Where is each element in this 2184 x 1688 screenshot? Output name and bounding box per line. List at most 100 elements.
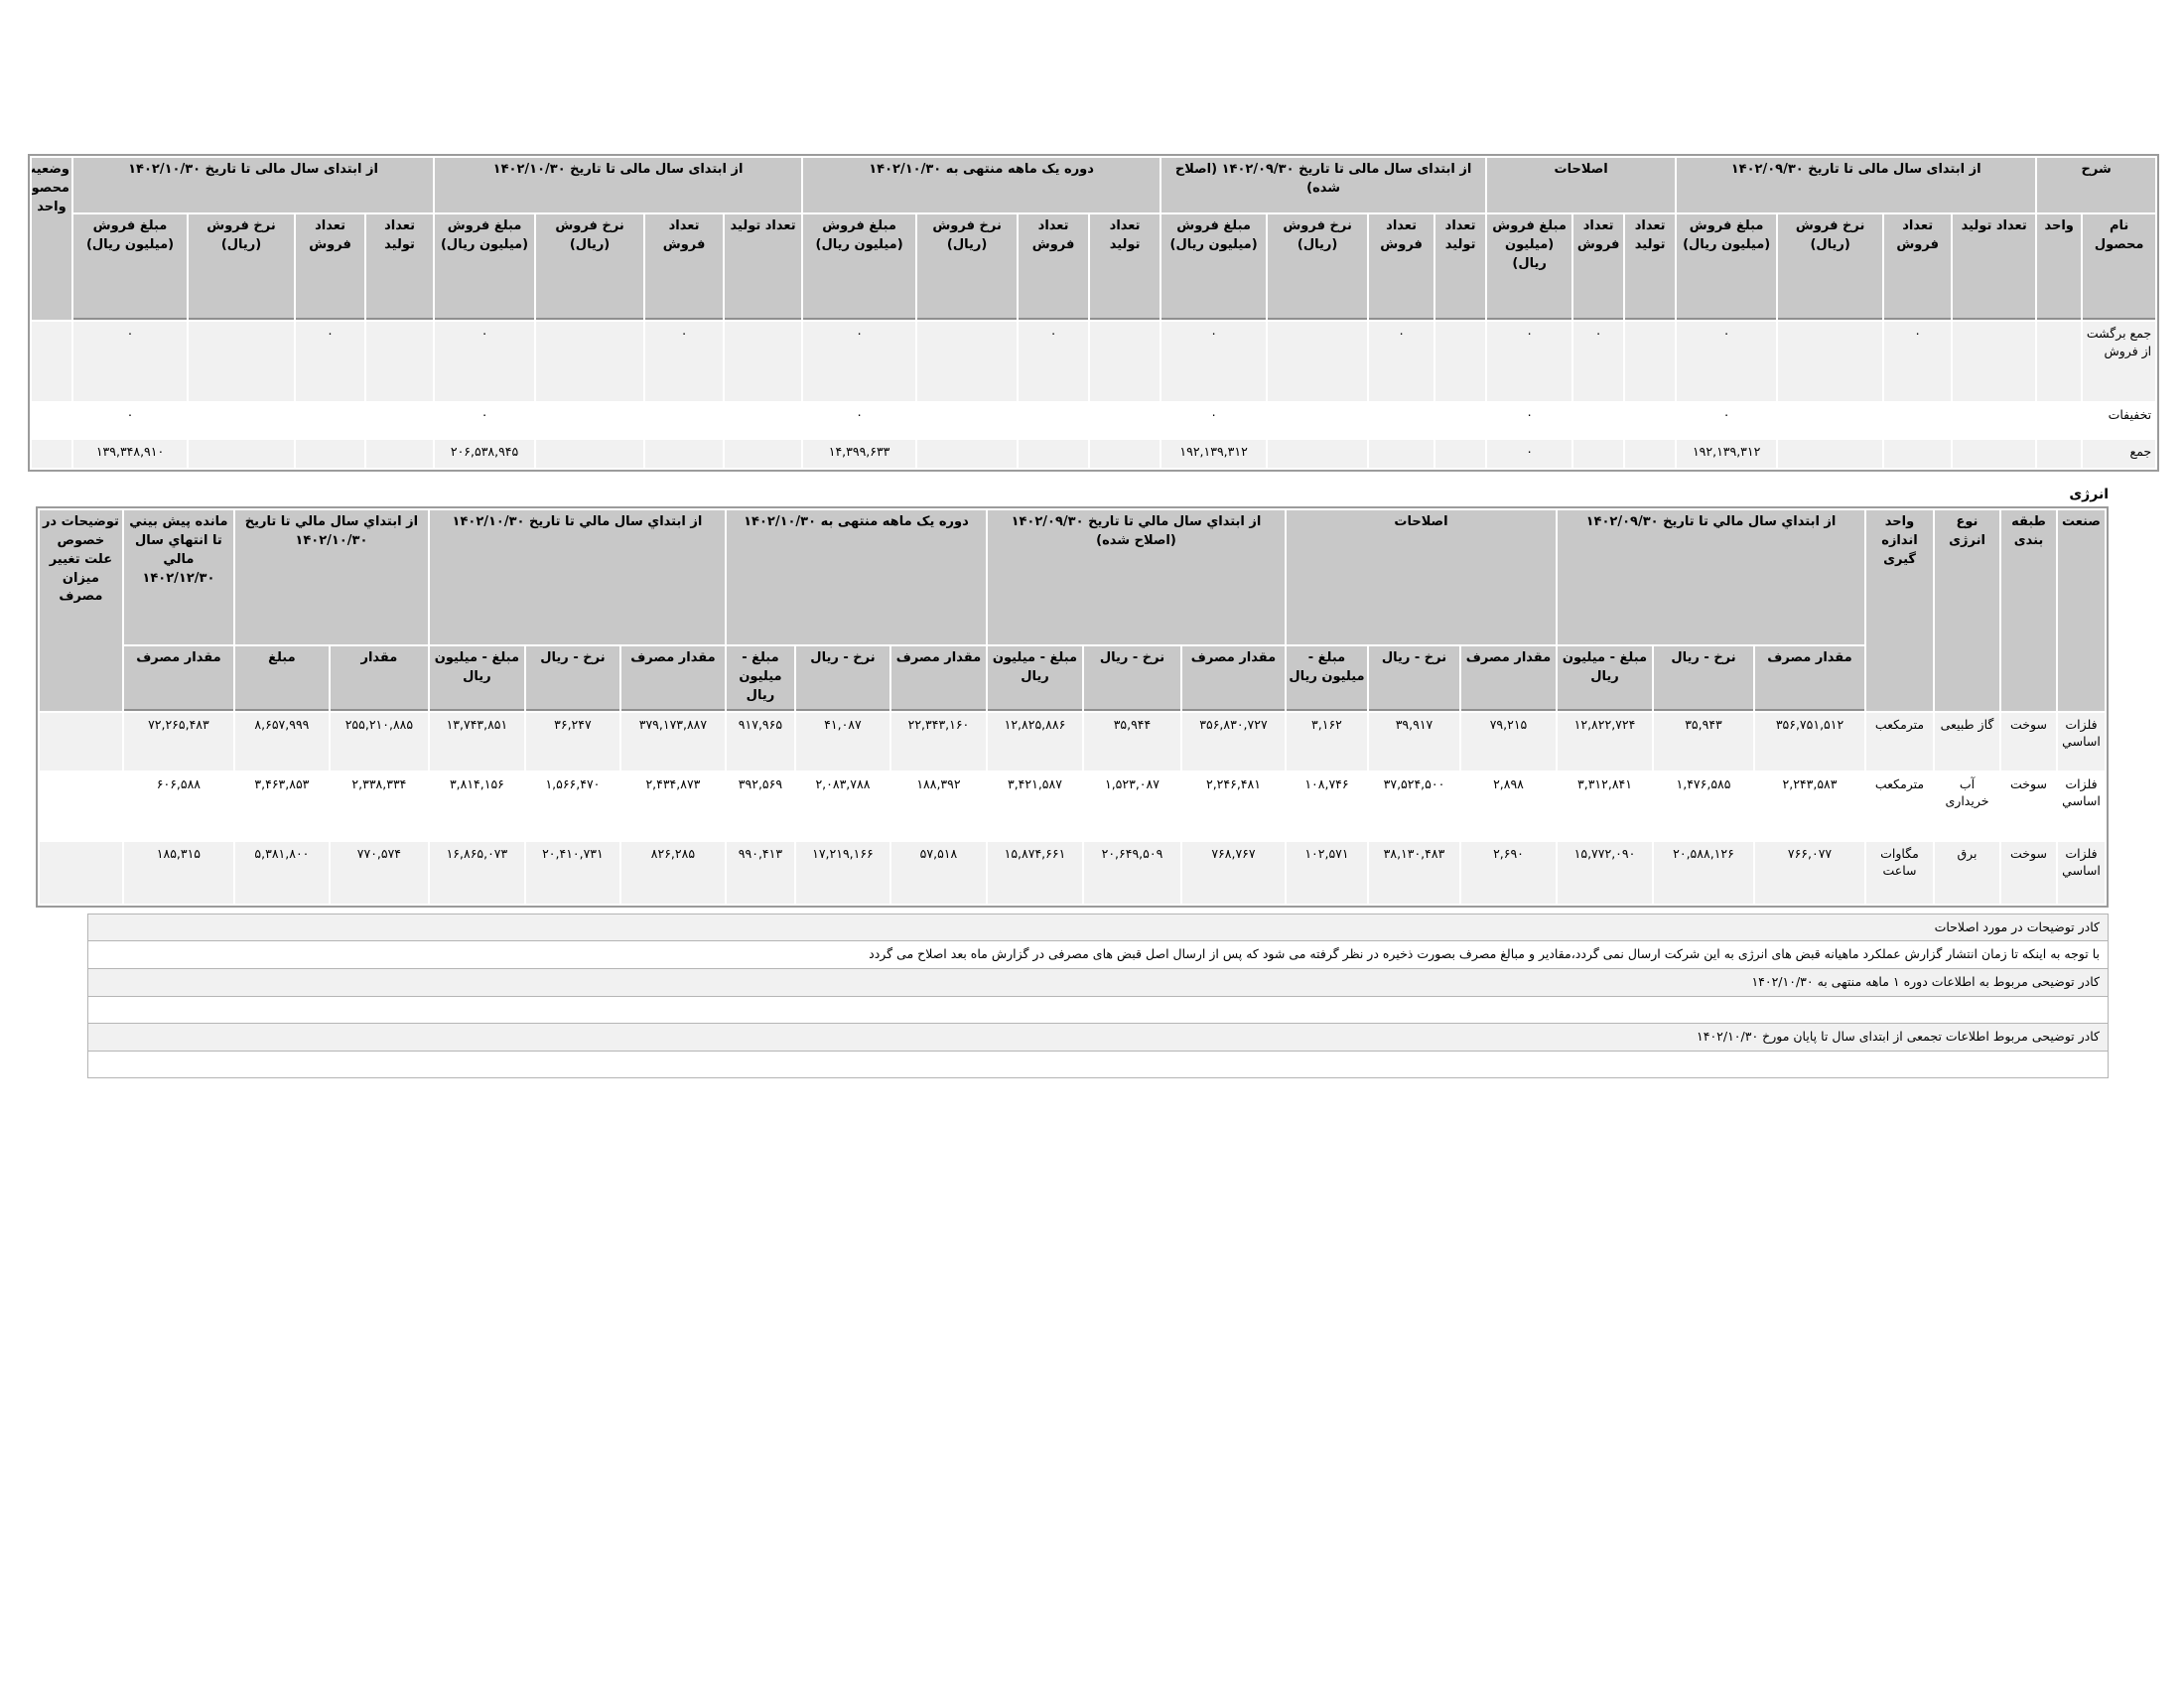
data-cell [1625, 440, 1676, 468]
data-cell [1884, 440, 1952, 468]
sales-group-desc: شرح [2037, 158, 2156, 212]
data-cell: ۸۲۶,۲۸۵ [620, 841, 725, 904]
data-cell [1884, 403, 1952, 438]
data-cell: ۱۷,۲۱۹,۱۶۶ [795, 841, 889, 904]
data-cell [1268, 403, 1368, 438]
data-cell: ۲,۴۳۴,۸۷۳ [620, 772, 725, 840]
data-cell: ۳,۴۲۱,۵۸۷ [987, 772, 1082, 840]
sales-table: شرح از ابتدای سال مالی تا تاریخ ۱۴۰۲/۰۹/… [28, 154, 2160, 472]
energy-group-fy-0930: از ابتداي سال مالي تا تاريخ ۱۴۰۲/۰۹/۳۰ [1557, 510, 1864, 644]
data-cell: ۰ [1573, 322, 1624, 401]
note-adjustments-caption: کادر توضیحات در مورد اصلاحات [87, 913, 2109, 942]
column-header-change-notes: توضیحات در خصوص علت تغییر میزان مصرف [39, 510, 122, 711]
data-cell [1953, 322, 2036, 401]
energy-group-fy-1030-b: از ابتداي سال مالي تا تاريخ ۱۴۰۲/۱۰/۳۰ [234, 510, 428, 644]
data-cell: ۰ [645, 322, 724, 401]
data-cell [1573, 440, 1624, 468]
data-cell [2037, 403, 2082, 438]
data-cell [1953, 403, 2036, 438]
sales-row-total: جمع ۱۹۲,۱۳۹,۳۱۲ ۰ ۱۹۲,۱۳۹,۳۱۲ ۱۴,۳۹۹,۶۳۳… [32, 440, 2156, 468]
data-cell [1778, 440, 1883, 468]
data-cell: ۰ [435, 322, 535, 401]
data-cell: ۷۶۶,۰۷۷ [1755, 841, 1864, 904]
data-cell: ۱۹۲,۱۳۹,۳۱۲ [1677, 440, 1777, 468]
data-cell: ۳۷۹,۱۷۳,۸۸۷ [620, 712, 725, 771]
column-header-amt: مبلغ [234, 646, 329, 711]
data-cell: ۴۱,۰۸۷ [795, 712, 889, 771]
data-cell [1268, 440, 1368, 468]
data-cell: ۳,۸۱۴,۱۵۶ [429, 772, 524, 840]
sales-row-discounts: تخفیفات ۰ ۰ ۰ ۰ ۰ ۰ [32, 403, 2156, 438]
row-label: تخفیفات [2083, 403, 2156, 438]
data-cell [296, 440, 365, 468]
data-cell: ۳۷,۵۲۴,۵۰۰ [1368, 772, 1459, 840]
data-cell: ۳,۳۱۲,۸۴۱ [1557, 772, 1652, 840]
data-cell: ۱۳۹,۳۴۸,۹۱۰ [73, 440, 188, 468]
column-header-rate: نرخ - ریال [525, 646, 619, 711]
data-cell [296, 403, 365, 438]
energy-section-title: انرژی [2069, 487, 2109, 502]
data-cell: ۳۵,۹۴۴ [1083, 712, 1180, 771]
data-cell [1019, 403, 1089, 438]
column-header-qty-produced: تعداد تولید [1953, 214, 2036, 320]
column-header-amount: مبلغ - میلیون ریال [987, 646, 1082, 711]
data-cell: ۲۲,۳۴۳,۱۶۰ [890, 712, 986, 771]
column-header-rate: نرخ - ریال [1368, 646, 1459, 711]
data-cell: ۱۲,۸۲۵,۸۸۶ [987, 712, 1082, 771]
energy-group-fy-1030: از ابتداي سال مالي تا تاريخ ۱۴۰۲/۱۰/۳۰ [429, 510, 725, 644]
data-cell [645, 403, 724, 438]
data-cell [189, 440, 295, 468]
column-header-consumption: مقدار مصرف [1460, 646, 1556, 711]
sales-clipped-edge-column: وضعیت محصول واحد [32, 158, 71, 320]
data-cell: ۳,۴۶۳,۸۵۳ [234, 772, 329, 840]
data-cell: ۰ [1019, 322, 1089, 401]
column-header-consumption: مقدار مصرف [123, 646, 233, 711]
data-cell [1435, 440, 1486, 468]
data-cell [2037, 440, 2082, 468]
energy-group-fy-0930-adjusted: از ابتداي سال مالي تا تاريخ ۱۴۰۲/۰۹/۳۰ (… [987, 510, 1285, 644]
column-header-consumption: مقدار مصرف [890, 646, 986, 711]
column-header-industry: صنعت [2058, 510, 2105, 711]
column-header-product: نام محصول [2083, 214, 2156, 320]
column-header-measure-unit: واحد اندازه گیری [1866, 510, 1933, 711]
data-cell: ۳۵۶,۸۳۰,۷۲۷ [1181, 712, 1285, 771]
data-cell: ۷۹,۲۱۵ [1460, 712, 1556, 771]
column-header-consumption: مقدار مصرف [1181, 646, 1285, 711]
data-cell: ۱,۵۶۶,۴۷۰ [525, 772, 619, 840]
data-cell-energy-type: برق [1935, 841, 1999, 904]
data-cell [1778, 322, 1883, 401]
column-header-amount: مبلغ - میلیون ریال [429, 646, 524, 711]
energy-group-forecast-remainder: مانده پيش بيني تا انتهاي سال مالي ۱۴۰۲/۱… [123, 510, 233, 644]
column-header-sale-amount: مبلغ فروش (میلیون ریال) [73, 214, 188, 320]
sales-group-fy-0930-adjusted: از ابتدای سال مالی تا تاریخ ۱۴۰۲/۰۹/۳۰ (… [1161, 158, 1486, 212]
sales-group-fy-0930: از ابتدای سال مالی تا تاریخ ۱۴۰۲/۰۹/۳۰ [1677, 158, 2036, 212]
column-header-sale-amount: مبلغ فروش (میلیون ریال) [1677, 214, 1777, 320]
data-cell [1268, 322, 1368, 401]
data-cell: ۹۱۷,۹۶۵ [726, 712, 794, 771]
data-cell: ۲۰۶,۵۳۸,۹۴۵ [435, 440, 535, 468]
column-header-amount: مبلغ - میلیون ریال [726, 646, 794, 711]
row-label: جمع برگشت از فروش [2083, 322, 2156, 401]
data-cell: ۰ [1369, 322, 1434, 401]
energy-group-header-row: صنعت طبقه بندی نوع انرژی واحد اندازه گیر… [39, 510, 2105, 711]
note-cumulative-text [87, 1051, 2109, 1078]
data-cell [917, 403, 1018, 438]
data-cell: ۱۲,۸۲۲,۷۲۴ [1557, 712, 1652, 771]
column-header-consumption: مقدار مصرف [1755, 646, 1864, 711]
data-cell [1435, 403, 1486, 438]
column-header-category: طبقه بندی [2001, 510, 2056, 711]
data-cell [917, 322, 1018, 401]
data-cell: ۰ [1487, 403, 1572, 438]
column-header-qty-produced: تعداد تولید [725, 214, 802, 320]
column-header-sale-amount: مبلغ فروش (میلیون ریال) [803, 214, 916, 320]
data-cell [32, 440, 71, 468]
data-cell-notes [39, 841, 122, 904]
data-cell-industry: فلزات اساسي [2058, 712, 2105, 771]
data-cell [366, 440, 434, 468]
column-header-amount: مبلغ - میلیون ریال [1286, 646, 1367, 711]
data-cell [917, 440, 1018, 468]
column-header-qty-sold: تعداد فروش [1884, 214, 1952, 320]
data-cell [366, 403, 434, 438]
data-cell-remainder: ۱۸۵,۳۱۵ [123, 841, 233, 904]
